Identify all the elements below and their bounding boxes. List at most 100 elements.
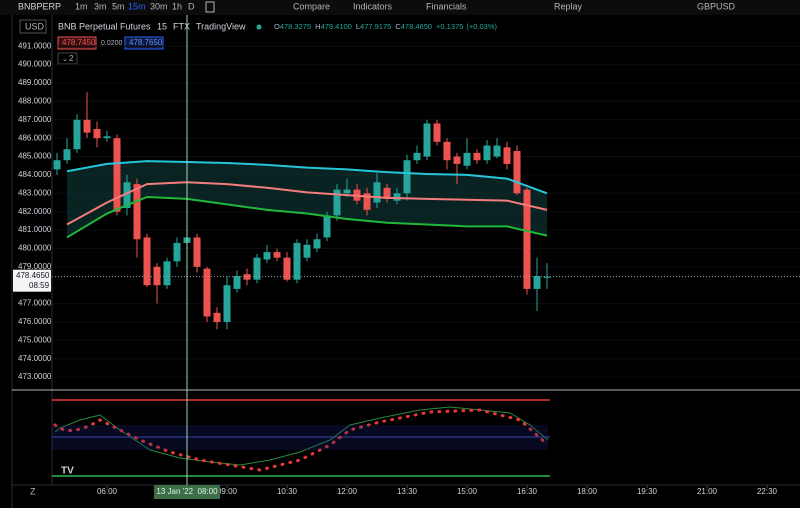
candle-body <box>203 268 211 317</box>
y-tick-label: 479.0000 <box>18 262 52 271</box>
candle-body <box>53 160 61 170</box>
x-tick-label: 16:30 <box>517 487 538 496</box>
x-tick-label: 06:00 <box>97 487 118 496</box>
candle-body <box>253 257 261 280</box>
candle-body <box>213 312 221 322</box>
financials-button[interactable]: Financials <box>426 1 467 11</box>
candle-body <box>293 242 301 280</box>
account-button[interactable]: GBPUSD <box>697 1 736 11</box>
chart-type-icon[interactable] <box>205 1 215 13</box>
candle-body <box>303 244 311 258</box>
indicator-line <box>66 160 548 195</box>
spread: 0.0200 <box>101 40 123 47</box>
osc-fill <box>52 425 548 450</box>
candle-body <box>73 119 81 150</box>
exchange: FTX <box>173 21 190 31</box>
timezone-button[interactable]: Z <box>30 486 36 496</box>
candle-body <box>193 237 201 267</box>
interval-button[interactable]: D <box>188 1 195 11</box>
indicators-button[interactable]: Indicators <box>353 1 393 11</box>
candle-body <box>453 156 461 164</box>
indicator-line <box>66 181 548 226</box>
crosshair-label-box <box>154 485 220 499</box>
ohlc-legend: O478.3275 H479.4100 L477.9175 C478.4650 +0.1… <box>274 22 498 31</box>
ohlc-value: 478.4650 <box>401 22 432 31</box>
candle-body <box>133 184 141 240</box>
candle-body <box>233 276 241 289</box>
interval-button[interactable]: 3m <box>94 1 107 11</box>
candle-body <box>263 252 271 260</box>
y-tick-label: 474.0000 <box>18 354 52 363</box>
crosshair-label: 13 Jan '22 08:00 <box>156 487 218 496</box>
y-tick-label: 483.0000 <box>18 188 52 197</box>
candle-body <box>173 242 181 262</box>
ohlc-key: H <box>315 22 320 31</box>
indicator-count: 2 <box>69 54 74 63</box>
interval-button[interactable]: 1h <box>172 1 182 11</box>
y-tick-label: 473.0000 <box>18 372 52 381</box>
candle-body <box>503 147 511 164</box>
y-tick-label: 485.0000 <box>18 152 52 161</box>
interval-button[interactable]: 5m <box>112 1 125 11</box>
x-tick-label: 10:30 <box>277 487 298 496</box>
tv-logo: TV <box>61 466 74 477</box>
candle-body <box>493 145 501 157</box>
y-tick-label: 491.0000 <box>18 41 52 50</box>
candle-body <box>413 152 421 161</box>
candle-body <box>103 136 111 139</box>
chart-title: BNB Perpetual Futures <box>58 21 151 31</box>
candle-body <box>313 239 321 249</box>
currency-box[interactable] <box>19 19 47 34</box>
replay-button[interactable]: Replay <box>554 1 583 11</box>
osc-line <box>54 406 549 466</box>
ohlc-value: 479.4100 <box>321 22 352 31</box>
y-tick-label: 489.0000 <box>18 78 52 87</box>
candle-body <box>93 128 101 139</box>
y-tick-label: 490.0000 <box>18 60 52 69</box>
indicator-toggle[interactable] <box>57 52 78 65</box>
y-tick-label: 477.0000 <box>18 299 52 308</box>
ask: 478.7650 <box>129 38 163 47</box>
candle-body <box>123 182 131 209</box>
interval-button[interactable]: 1m <box>75 1 88 11</box>
y-tick-label: 476.0000 <box>18 317 52 326</box>
ohlc-key: C <box>395 22 401 31</box>
countdown: 08:59 <box>29 281 50 290</box>
y-tick-label: 488.0000 <box>18 97 52 106</box>
candle-body <box>533 276 541 289</box>
candle-body <box>373 182 381 203</box>
candle-body <box>323 215 331 238</box>
candle-body <box>113 138 121 212</box>
interval-button[interactable]: 30m <box>150 1 168 11</box>
candle-body <box>283 257 291 280</box>
candle-body <box>223 285 231 322</box>
indicator-count-arrow: ⌄ <box>62 56 68 63</box>
currency: USD <box>25 21 45 31</box>
ohlc-key: L <box>356 22 360 31</box>
y-tick-label: 475.0000 <box>18 335 52 344</box>
toolbar <box>0 0 800 15</box>
x-tick-label: 15:00 <box>457 487 478 496</box>
y-tick-label: 481.0000 <box>18 225 52 234</box>
ohlc-value: 478.3275 <box>280 22 311 31</box>
y-tick-label: 486.0000 <box>18 133 52 142</box>
y-tick-label: 482.0000 <box>18 207 52 216</box>
candle-body <box>163 261 171 286</box>
symbol[interactable]: BNBPERP <box>18 1 61 11</box>
last-price-label: 478.4650 <box>16 271 50 280</box>
candle-body <box>393 193 401 201</box>
candle-body <box>333 189 341 216</box>
x-tick-label: 21:00 <box>697 487 718 496</box>
candle-body <box>273 252 281 258</box>
interval-button[interactable]: 15m <box>128 1 146 11</box>
candle-body <box>443 141 451 161</box>
source: TradingView <box>196 21 246 31</box>
candle-body <box>513 151 521 194</box>
ohlc-value: 477.9175 <box>360 22 391 31</box>
ohlc-change: +0.1375 <box>436 22 463 31</box>
interval: 15 <box>157 21 167 31</box>
candle-body <box>543 276 551 278</box>
compare-button[interactable]: Compare <box>293 1 330 11</box>
x-tick-label: 13:30 <box>397 487 418 496</box>
